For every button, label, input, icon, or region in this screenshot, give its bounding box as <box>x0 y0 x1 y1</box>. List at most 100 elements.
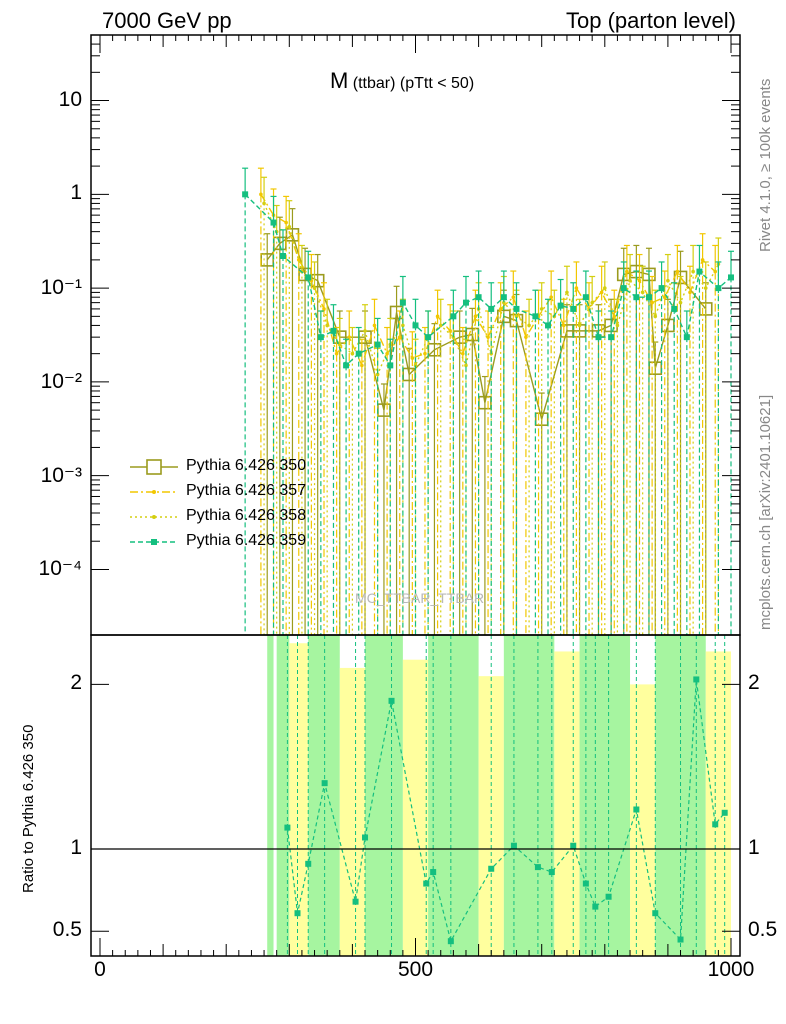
series-1-marker-10 <box>385 351 389 356</box>
series-3-marker-6 <box>343 362 350 369</box>
series-2-marker-26 <box>590 300 594 305</box>
series-1-marker-9 <box>372 323 377 328</box>
upper-ytick-label-0: 10 <box>58 87 82 111</box>
series-3-marker-10 <box>399 299 406 306</box>
axis-ticks <box>91 35 740 956</box>
series-3-marker-32 <box>696 268 703 275</box>
series-3-marker-16 <box>488 305 495 312</box>
plot-title-sub: (ttbar) (pTtt < 50) <box>352 75 475 92</box>
series-1-marker-3 <box>296 258 301 262</box>
ratio-point-11 <box>510 842 517 849</box>
ratio-point-19 <box>652 910 659 917</box>
series-2-marker-31 <box>653 314 658 319</box>
series-2-marker-30 <box>640 290 645 295</box>
ratio-point-3 <box>321 780 328 787</box>
series-1-marker-35 <box>700 258 705 262</box>
series-1-marker-17 <box>473 314 478 319</box>
series-1-marker-24 <box>561 323 566 328</box>
upper-ytick-label-2: 10⁻¹ <box>40 276 82 300</box>
series-3-marker-2 <box>279 252 286 259</box>
series-3-marker-22 <box>570 305 577 312</box>
series-3-marker-11 <box>412 322 419 329</box>
series-1-marker-8 <box>360 363 364 368</box>
series-1-marker-7 <box>347 335 352 339</box>
series-2-marker-28 <box>615 323 620 328</box>
series-3-marker-7 <box>355 350 362 357</box>
ratio-point-22 <box>712 821 719 828</box>
header-right: Top (parton level) <box>566 8 736 33</box>
series-1-marker-23 <box>549 295 553 299</box>
ratio-band-7 <box>428 635 479 956</box>
ratio-point-2 <box>305 860 312 867</box>
series-1-marker-14 <box>435 314 440 319</box>
ratio-ytick-label-right-1: 1 <box>748 836 760 859</box>
series-3-marker-8 <box>374 341 381 348</box>
series-3-marker-4 <box>317 334 324 341</box>
series-3-marker-34 <box>728 274 734 281</box>
series-2-marker-7 <box>350 351 355 356</box>
series-3-marker-26 <box>620 285 627 292</box>
series-3-marker-25 <box>608 334 615 341</box>
ratio-point-1 <box>294 910 301 917</box>
ratio-ytick-label-right-0: 2 <box>748 671 760 695</box>
ratio-band-9 <box>503 635 555 956</box>
series-1-marker-21 <box>524 335 528 339</box>
ratio-point-13 <box>548 869 555 876</box>
series-2-marker-19 <box>502 300 506 305</box>
series-1 <box>257 167 719 635</box>
series-2-marker-2 <box>287 225 292 229</box>
series-3-marker-33 <box>715 285 722 292</box>
side-label-lower: mcplots.cern.ch [arXiv:2401.10621] <box>757 394 774 630</box>
ratio-series-layer <box>284 635 728 956</box>
series-3-marker-24 <box>595 334 602 341</box>
series-3-marker-28 <box>645 294 652 301</box>
legend-marker-2 <box>152 515 156 519</box>
series-2-marker-32 <box>666 278 670 283</box>
upper-series-layer <box>242 167 734 635</box>
series-2-marker-21 <box>527 323 531 328</box>
series-2-marker-9 <box>375 372 380 377</box>
series-3-marker-20 <box>545 322 552 329</box>
ratio-point-0 <box>284 824 291 831</box>
legend-label-0: Pythia 6.426 350 <box>186 457 307 474</box>
ratio-point-21 <box>693 676 700 683</box>
series-1-marker-11 <box>397 335 402 339</box>
ratio-band-10 <box>554 651 580 956</box>
ratio-line <box>286 679 726 943</box>
ratio-point-23 <box>721 809 728 816</box>
xtick-label-2: 1000 <box>707 958 755 981</box>
ratio-band-13 <box>655 635 706 956</box>
series-1-marker-20 <box>511 295 516 299</box>
series-3-marker-0 <box>242 191 249 198</box>
legend-marker-1 <box>152 490 156 494</box>
legend-marker-0 <box>146 459 162 475</box>
ratio-ytick-label-left-0: 2 <box>70 671 82 695</box>
series-1-marker-19 <box>498 307 503 311</box>
ratio-band-5 <box>365 635 403 956</box>
series-3-marker-27 <box>633 294 640 301</box>
series-2-marker-5 <box>325 323 329 328</box>
series-2-marker-25 <box>577 323 582 328</box>
ratio-ytick-label-left-1: 1 <box>70 836 82 859</box>
series-1-marker-18 <box>486 335 490 339</box>
legend-label-3: Pythia 6.426 359 <box>186 532 307 549</box>
series-2-marker-4 <box>312 286 317 290</box>
xtick-label-1: 500 <box>397 958 434 981</box>
series-1-marker-28 <box>612 314 617 319</box>
series-1-marker-0 <box>259 192 263 197</box>
ratio-band-6 <box>402 659 429 956</box>
ratio-point-10 <box>488 865 495 872</box>
series-2-marker-12 <box>413 363 418 368</box>
xtick-label-0: 0 <box>94 958 106 981</box>
series-1-marker-30 <box>637 278 642 283</box>
ratio-band-0 <box>267 635 274 956</box>
series-1-marker-27 <box>599 290 604 295</box>
series-2-marker-22 <box>539 307 544 311</box>
ratio-point-17 <box>605 893 612 900</box>
ratio-point-5 <box>362 834 369 841</box>
ratio-point-20 <box>677 936 684 943</box>
ratio-point-4 <box>352 898 359 905</box>
series-2-marker-11 <box>401 323 405 328</box>
series-1-marker-6 <box>334 351 339 356</box>
ratio-point-6 <box>388 697 395 704</box>
